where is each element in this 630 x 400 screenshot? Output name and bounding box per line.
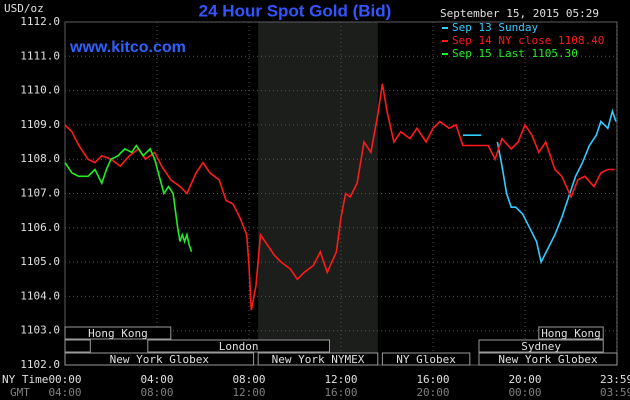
session-label: New York Globex [498,353,598,366]
x2-tick-label: 04:00 [48,386,81,399]
legend-label: Sep 14 NY close 1108.40 [452,34,604,47]
price-line [64,144,193,253]
x-axis-label: NY Time [2,373,48,386]
x2-tick-label: 20:00 [416,386,449,399]
price-line [64,83,615,311]
x-tick-label: 04:00 [140,373,173,386]
y-tick-label: 1108.0 [20,152,60,165]
session-box [538,326,604,340]
session-box [478,352,618,366]
x2-tick-label: 00:00 [508,386,541,399]
session-box [257,352,379,366]
y-tick-label: 1103.0 [20,324,60,337]
session-label: Hong Kong [88,327,148,340]
session-box [64,326,172,340]
x2-axis-label: GMT [10,386,30,399]
y-tick-label: 1109.0 [20,118,60,131]
y-tick-label: 1111.0 [20,49,60,62]
y-tick-label: 1105.0 [20,255,60,268]
x-tick-label: 23:59 [600,373,630,386]
x2-tick-label: 12:00 [232,386,265,399]
session-label: New York NYMEX [272,353,365,366]
y-tick-label: 1110.0 [20,84,60,97]
session-box [64,352,255,366]
session-box [147,339,330,353]
session-box [478,339,604,353]
y-tick-label: 1112.0 [20,15,60,28]
x-tick-label: 16:00 [416,373,449,386]
chart-title: 24 Hour Spot Gold (Bid) [199,1,392,20]
x-tick-label: 12:00 [324,373,357,386]
session-label: London [219,340,259,353]
y-tick-label: 1102.0 [20,358,60,371]
session-box [381,352,471,366]
timestamp: September 15, 2015 05:29 [440,7,599,20]
x2-tick-label: 03:59 [600,386,630,399]
y-tick-label: 1104.0 [20,289,60,302]
x2-tick-label: 08:00 [140,386,173,399]
legend-label: Sep 15 Last 1105.30 [452,47,578,60]
y-axis-label: USD/oz [4,2,44,15]
background-layer [64,21,618,366]
x2-tick-label: 16:00 [324,386,357,399]
y-tick-label: 1106.0 [20,221,60,234]
x-tick-label: 20:00 [508,373,541,386]
session-label: NY Globex [396,353,456,366]
subtitle: www.kitco.com [69,39,186,56]
legend-label: Sep 13 Sunday [452,21,538,34]
x-tick-label: 08:00 [232,373,265,386]
session-box [64,339,91,353]
x-tick-label: 00:00 [48,373,81,386]
y-tick-label: 1107.0 [20,187,60,200]
session-label: Sydney [521,340,561,353]
session-label: New York Globex [110,353,210,366]
price-line [462,108,617,265]
session-label: Hong Kong [541,327,601,340]
